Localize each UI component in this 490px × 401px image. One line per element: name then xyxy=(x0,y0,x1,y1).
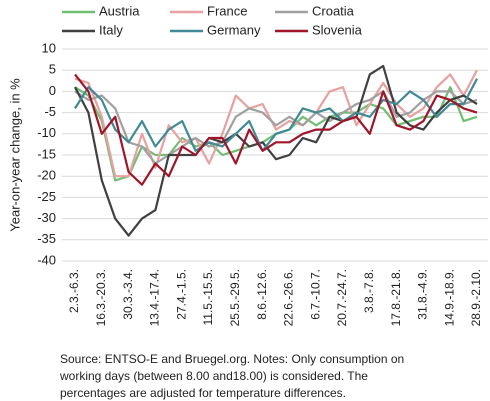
x-tick-label: 3.8.-7.8. xyxy=(362,269,376,313)
y-tick-label: 10 xyxy=(42,40,56,55)
note-line: Source: ENTSO-E and Bruegel.org. Notes: … xyxy=(60,352,404,366)
series-line xyxy=(74,73,478,186)
legend-label: Croatia xyxy=(312,3,355,18)
legend-label: Italy xyxy=(99,22,123,37)
y-tick-label: 0 xyxy=(49,83,56,98)
x-tick-label: 2.3.-6.3. xyxy=(67,269,81,313)
x-tick-label: 11.5.-15.5. xyxy=(201,269,215,325)
series-line xyxy=(74,78,478,152)
y-tick-label: -40 xyxy=(37,252,56,267)
legend-label: Slovenia xyxy=(312,22,363,37)
x-tick-label: 13.4.-17.4. xyxy=(148,269,162,326)
x-tick-label: 31.8.-4.9. xyxy=(416,269,430,320)
y-tick-label: -20 xyxy=(37,168,56,183)
note-line: working days (between 8.00 and18.00) is … xyxy=(59,369,368,383)
y-tick-label: -35 xyxy=(37,231,56,246)
y-tick-label: -15 xyxy=(37,146,56,161)
x-tick-label: 16.3.-20.3. xyxy=(94,269,108,326)
y-tick-label: -5 xyxy=(44,104,56,119)
x-tick-label: 25.5.-29.5. xyxy=(228,269,242,326)
x-tick-label: 17.8.-21.8. xyxy=(389,269,403,326)
legend-label: Germany xyxy=(207,22,261,37)
x-tick-label: 20.7.-24.7. xyxy=(335,269,349,326)
x-tick-label: 22.6.-26.6. xyxy=(282,269,296,326)
series-line xyxy=(74,90,478,165)
y-tick-label: -30 xyxy=(37,210,56,225)
x-tick-label: 28.9.-2.10. xyxy=(469,269,483,326)
y-tick-label: 5 xyxy=(49,62,56,77)
note-line: percentages are adjusted for temperature… xyxy=(60,386,346,400)
x-tick-label: 30.3.-3.4. xyxy=(121,269,135,320)
series-line xyxy=(74,69,478,178)
x-tick-label: 8.6.-12.6. xyxy=(255,269,269,320)
legend-label: Austria xyxy=(99,3,140,18)
y-tick-label: -25 xyxy=(37,189,56,204)
legend-label: France xyxy=(207,3,247,18)
x-tick-label: 14.9.-18.9. xyxy=(442,269,456,326)
y-tick-label: -10 xyxy=(37,125,56,140)
x-tick-label: 6.7.-10.7. xyxy=(308,269,322,320)
y-axis-label: Year-on-year change, in % xyxy=(7,78,22,232)
series-line xyxy=(74,64,478,237)
x-tick-label: 27.4.-1.5. xyxy=(174,269,188,320)
